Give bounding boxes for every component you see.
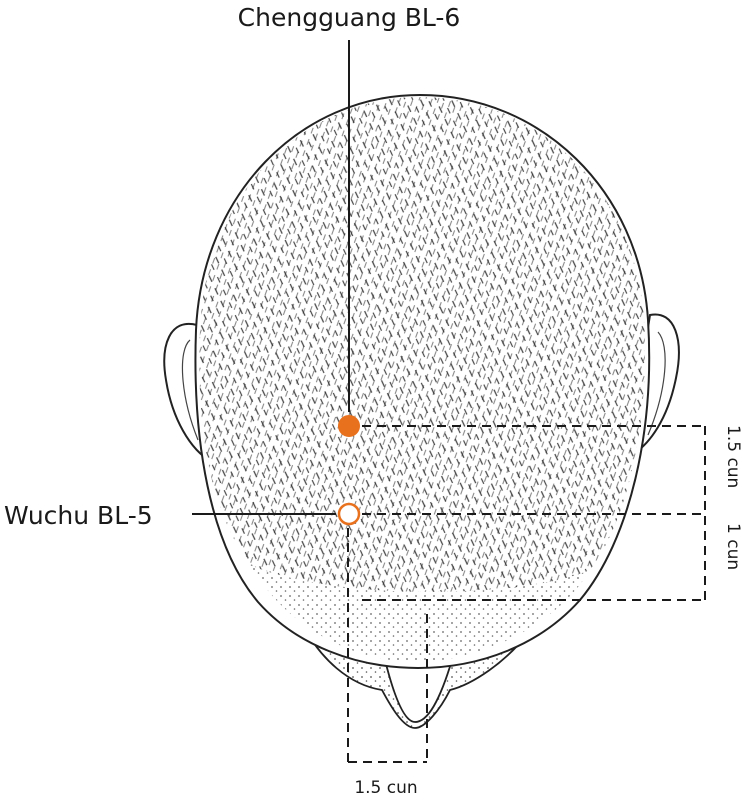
- wuchu-label: Wuchu BL-5: [4, 501, 153, 530]
- horizontal-label: 1.5 cun: [354, 778, 417, 798]
- measurement-lines: [347, 425, 706, 763]
- wuchu-point: [337, 502, 361, 526]
- chengguang-label: Chengguang BL-6: [238, 3, 461, 32]
- vertical-inner-label: 1 cun: [723, 523, 743, 570]
- chengguang-point: [338, 415, 360, 437]
- vertical-outer-label: 1.5 cun: [723, 425, 743, 488]
